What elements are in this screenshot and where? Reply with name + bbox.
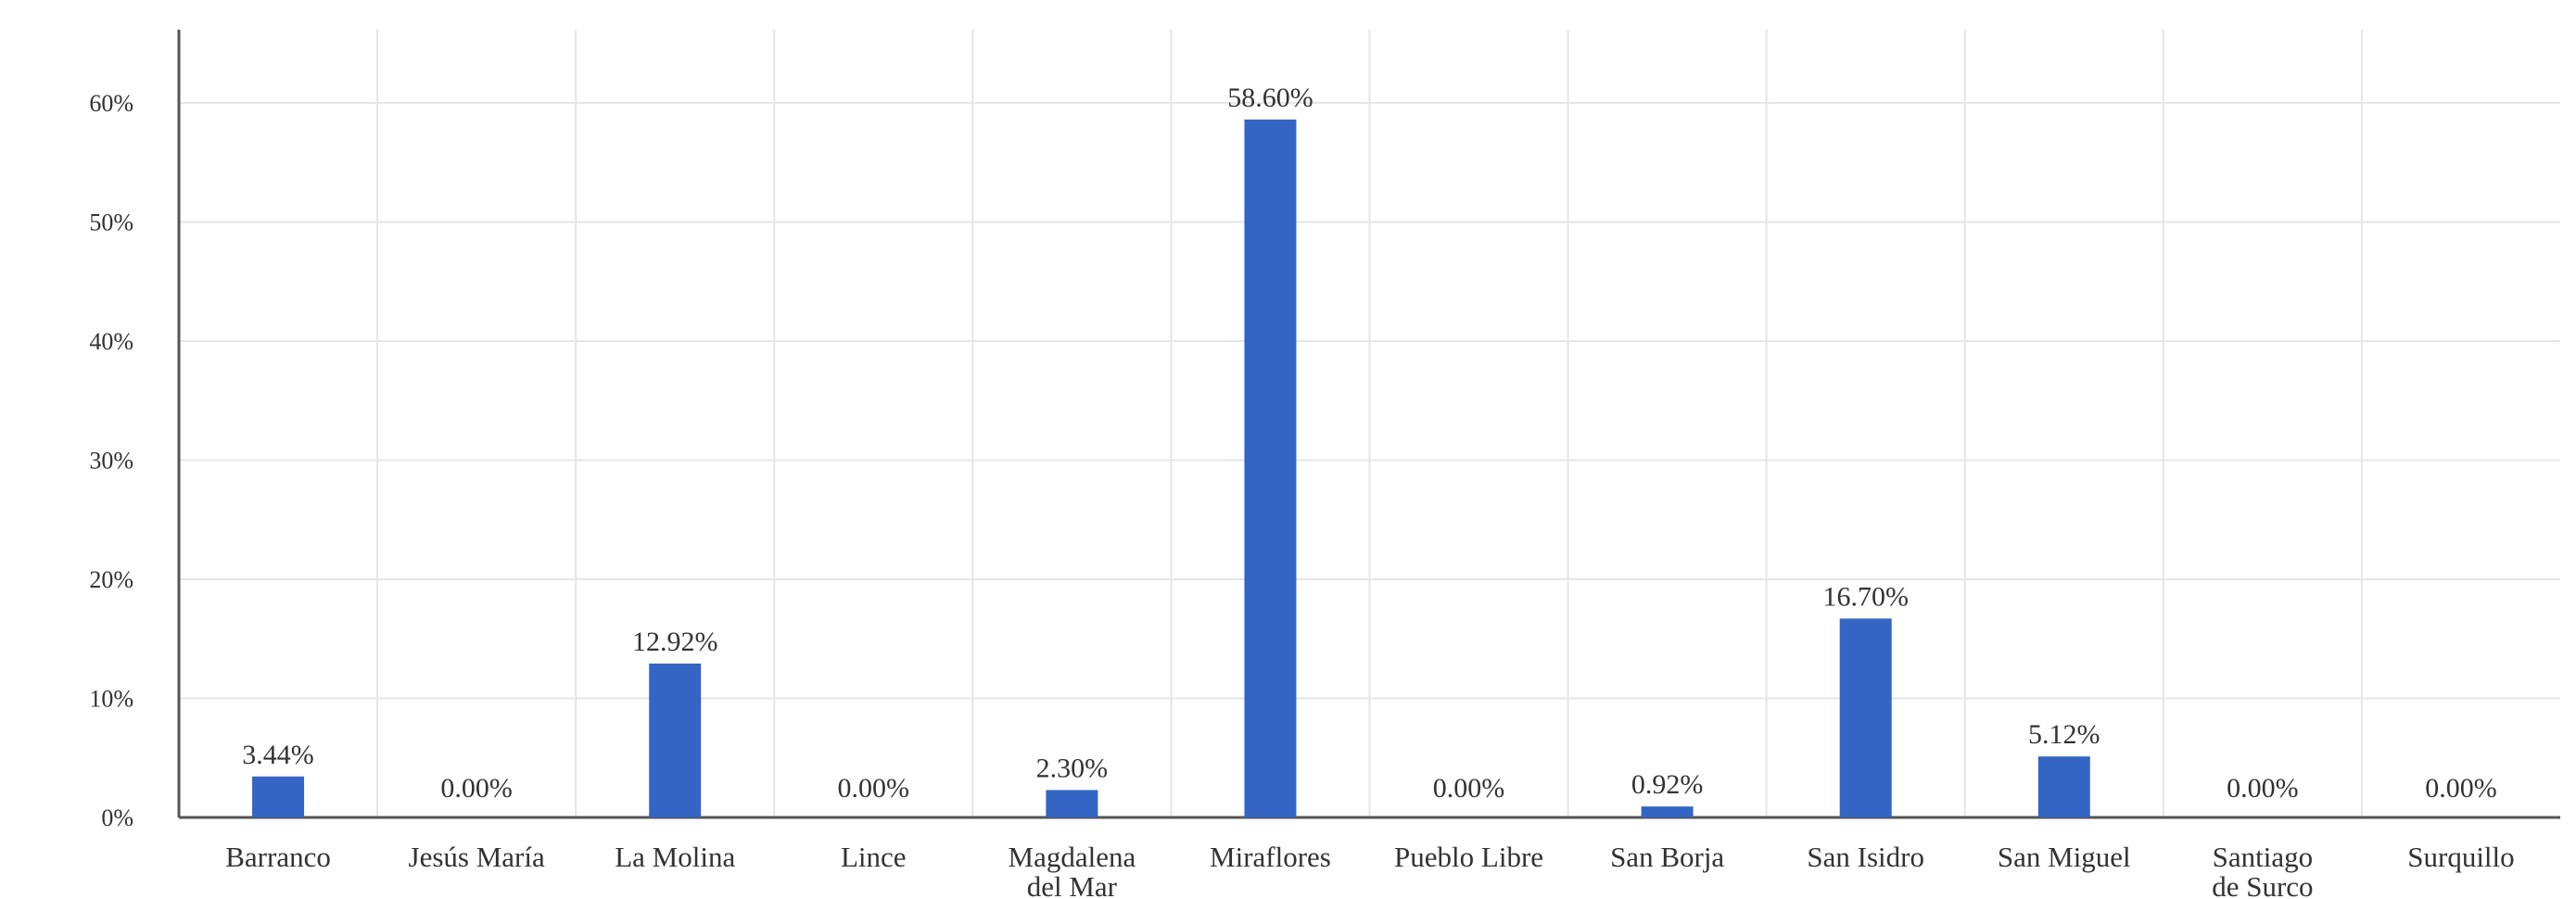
x-category-label: Magdalena del Mar <box>1009 841 1136 899</box>
y-tick-label: 40% <box>89 328 133 355</box>
x-category-label: Jesús María <box>409 841 545 873</box>
x-category-label: Barranco <box>225 841 331 873</box>
y-tick-label: 50% <box>89 209 133 236</box>
x-category-label: Lince <box>841 841 907 873</box>
data-label: 0.00% <box>838 773 910 804</box>
data-label: 5.12% <box>2028 719 2100 750</box>
y-tick-label: 30% <box>89 448 133 475</box>
y-tick-label: 0% <box>101 804 133 831</box>
x-category-label: San Miguel <box>1998 841 2131 873</box>
bar <box>2037 756 2090 817</box>
data-label: 0.00% <box>2425 773 2497 804</box>
bar <box>1641 806 1694 817</box>
data-label: 16.70% <box>1822 581 1909 612</box>
bar <box>1244 119 1297 818</box>
data-label: 0.00% <box>440 773 513 804</box>
labels: 0% 10% 20% 30% 40% 50% 60% 3.44% Barranco 0.00% Je… <box>89 82 2514 899</box>
y-tick-label: 20% <box>89 566 133 593</box>
data-label: 0.92% <box>1631 769 1704 800</box>
y-tick-label: 10% <box>89 686 133 713</box>
axes <box>177 30 2560 819</box>
y-tick-label: 60% <box>89 90 133 117</box>
data-label: 2.30% <box>1036 753 1109 783</box>
x-category-label: Santiago de Surco <box>2212 841 2313 899</box>
gridlines <box>179 30 2560 817</box>
bar <box>1839 618 1892 817</box>
bar <box>1046 790 1098 817</box>
bars <box>252 119 2090 818</box>
x-category-label: San Isidro <box>1807 841 1924 873</box>
bar <box>252 776 305 817</box>
data-label: 3.44% <box>242 740 314 770</box>
x-category-label: Pueblo Libre <box>1394 841 1543 873</box>
data-label: 0.00% <box>1433 773 1505 804</box>
bar <box>649 663 702 817</box>
x-category-label: Miraflores <box>1210 841 1331 873</box>
x-category-label: Surquillo <box>2407 841 2514 873</box>
data-label: 12.92% <box>632 627 718 657</box>
data-label: 58.60% <box>1227 82 1313 113</box>
x-category-label: San Borja <box>1610 841 1724 873</box>
x-category-label: La Molina <box>615 841 735 873</box>
data-label: 0.00% <box>2227 773 2299 804</box>
